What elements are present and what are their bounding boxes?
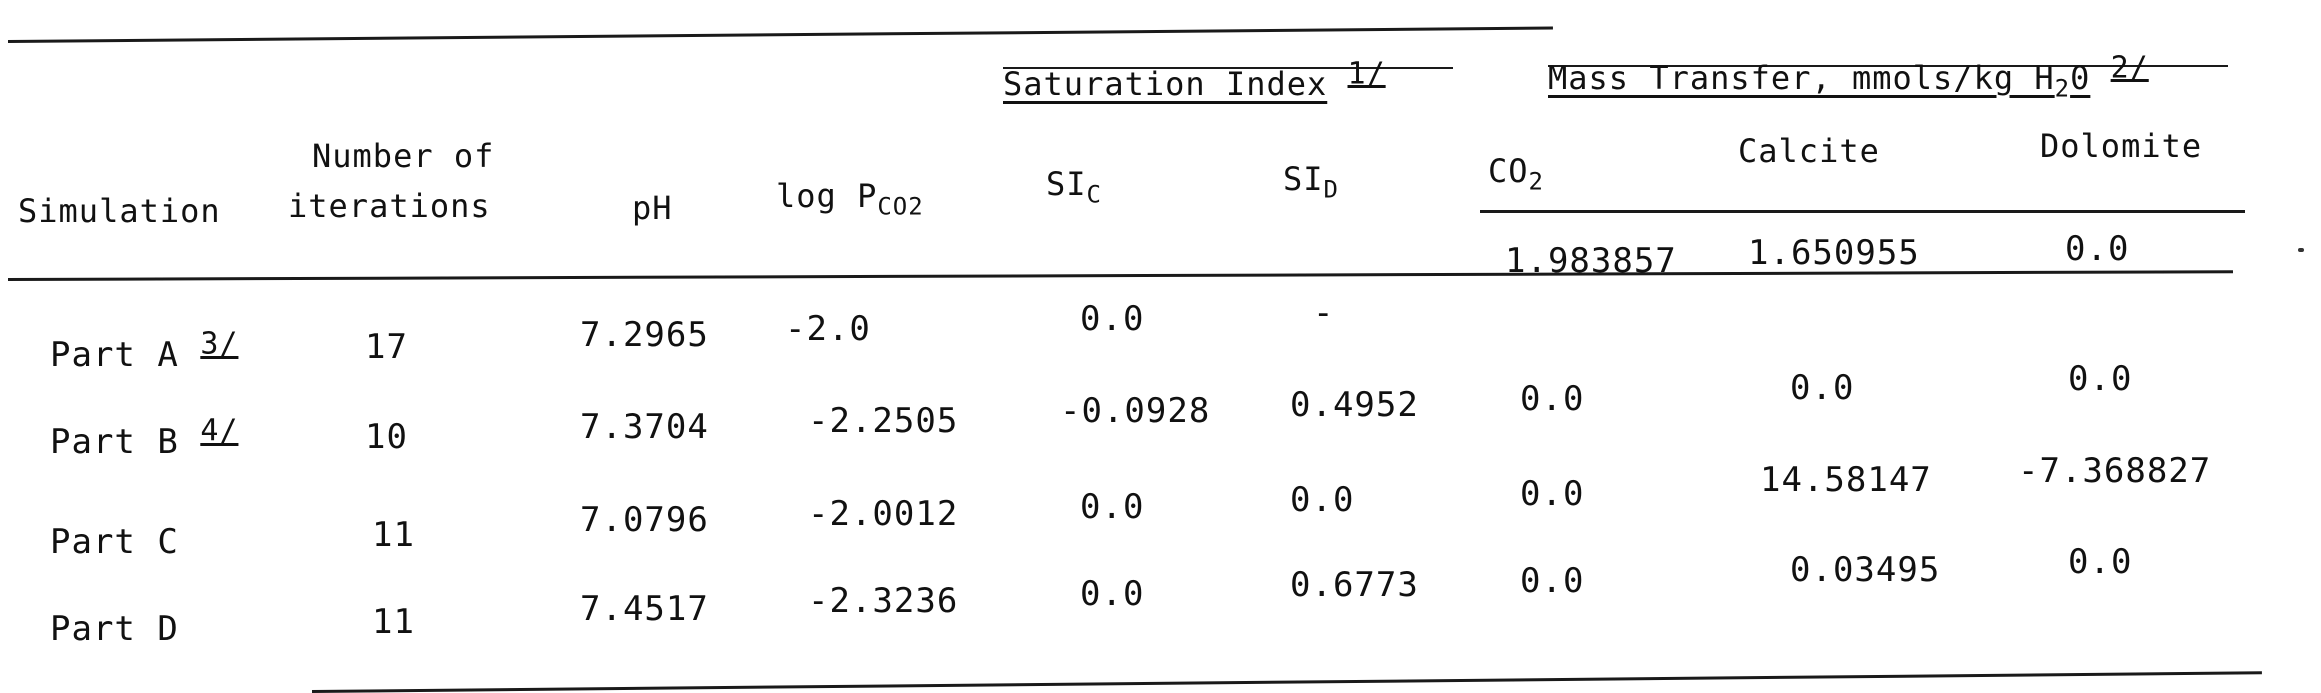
si-c-subscript: C <box>1086 180 1102 209</box>
footnote-marker: 1/ <box>1347 56 1386 92</box>
mass-transfer-label-sub: 2 <box>2054 74 2071 103</box>
si-d-label: SI <box>1283 160 1324 198</box>
col-header-dolomite: Dolomite <box>2040 127 2203 165</box>
footnote-marker: 4/ <box>200 413 239 449</box>
table-cell-log-pco2: -2.0 <box>785 309 871 349</box>
table-cell-calcite: 14.58147 <box>1760 460 1932 500</box>
simulation-name: Part B <box>50 422 179 462</box>
table-cell-dolomite: 0.0 <box>2068 542 2133 582</box>
table-cell-ph: 7.4517 <box>580 589 709 629</box>
table-cell-iterations: 11 <box>372 602 415 642</box>
log-p-label: log P <box>776 177 878 215</box>
col-header-si-c: SIC <box>1046 165 1102 206</box>
scan-speck <box>2298 248 2304 252</box>
table-row-sim: Part C <box>50 525 179 559</box>
col-header-co2: CO2 <box>1488 152 1544 193</box>
footnote-marker: 2/ <box>2110 50 2149 86</box>
table-cell-si-c: 0.0 <box>1080 299 1145 339</box>
table-cell-si-c: -0.0928 <box>1060 391 1211 431</box>
si-d-subscript: D <box>1323 175 1339 204</box>
table-cell-dolomite: -7.368827 <box>2018 451 2212 491</box>
mass-transfer-label-text: Mass Transfer, mmols/kg H <box>1548 59 2055 97</box>
table-cell-si-d: 0.6773 <box>1290 565 1419 605</box>
col-header-simulation: Simulation <box>18 192 221 230</box>
table-cell-calcite: 0.03495 <box>1790 550 1941 590</box>
table-cell-co2: 0.0 <box>1520 474 1585 514</box>
table-cell-co2: 0.0 <box>1520 379 1585 419</box>
table-bottom-rule <box>311 671 2262 693</box>
table-cell-calcite: 0.0 <box>1790 368 1855 408</box>
table-cell-ph: 7.0796 <box>580 500 709 540</box>
table-cell-si-c: 0.0 <box>1080 487 1145 527</box>
table-cell-iterations: 11 <box>372 515 415 555</box>
table-cell-log-pco2: -2.3236 <box>808 581 959 621</box>
simulation-name: Part D <box>50 609 179 649</box>
co2-label: CO <box>1488 152 1529 190</box>
col-header-ph: pH <box>632 189 673 227</box>
table-cell-log-pco2: -2.2505 <box>808 401 959 441</box>
table-cell-calcite: 1.650955 <box>1748 233 1920 273</box>
table-row-sim: Part A 3/ <box>50 329 238 375</box>
table-cell-co2: 1.983857 <box>1505 241 1677 281</box>
top-rule <box>7 26 1553 43</box>
col-header-iterations-line2: iterations <box>288 187 491 225</box>
mass-transfer-under-rule <box>1480 210 2245 213</box>
simulation-name: Part A <box>50 335 179 375</box>
footnote-marker: 3/ <box>200 326 239 362</box>
table-cell-dolomite: 0.0 <box>2065 229 2130 269</box>
mass-transfer-group-header: Mass Transfer, mmols/kg H20 2/ <box>1548 53 2149 101</box>
table-cell-log-pco2: -2.0012 <box>808 494 959 534</box>
table-cell-iterations: 10 <box>365 417 408 457</box>
table-cell-si-c: 0.0 <box>1080 574 1145 614</box>
table-cell-si-d: 0.4952 <box>1290 385 1419 425</box>
col-header-calcite: Calcite <box>1738 132 1880 170</box>
col-header-log-pco2: log PCO2 <box>776 177 924 218</box>
mass-transfer-label-tail: 0 <box>2070 59 2091 97</box>
saturation-index-label: Saturation Index <box>1003 65 1328 103</box>
table-cell-co2: 0.0 <box>1520 561 1585 601</box>
saturation-index-group-header: Saturation Index 1/ <box>1003 59 1386 103</box>
log-p-subscript: CO2 <box>877 192 924 221</box>
col-header-iterations-line1: Number of <box>312 137 495 175</box>
col-header-si-d: SID <box>1283 160 1339 201</box>
simulation-name: Part C <box>50 522 179 562</box>
table-cell-dolomite: 0.0 <box>2068 359 2133 399</box>
mass-transfer-group-rule <box>1548 65 2228 67</box>
table-cell-ph: 7.2965 <box>580 315 709 355</box>
table-row-sim: Part B 4/ <box>50 416 238 462</box>
co2-subscript: 2 <box>1528 167 1544 196</box>
si-c-label: SI <box>1046 165 1087 203</box>
table-row-sim: Part D <box>50 612 179 646</box>
table-cell-ph: 7.3704 <box>580 407 709 447</box>
mass-transfer-label: Mass Transfer, mmols/kg H20 <box>1548 59 2091 100</box>
saturation-group-rule <box>1003 67 1453 69</box>
table-cell-si-d: - <box>1313 293 1335 333</box>
table-cell-si-d: 0.0 <box>1290 480 1355 520</box>
table-cell-iterations: 17 <box>365 327 408 367</box>
